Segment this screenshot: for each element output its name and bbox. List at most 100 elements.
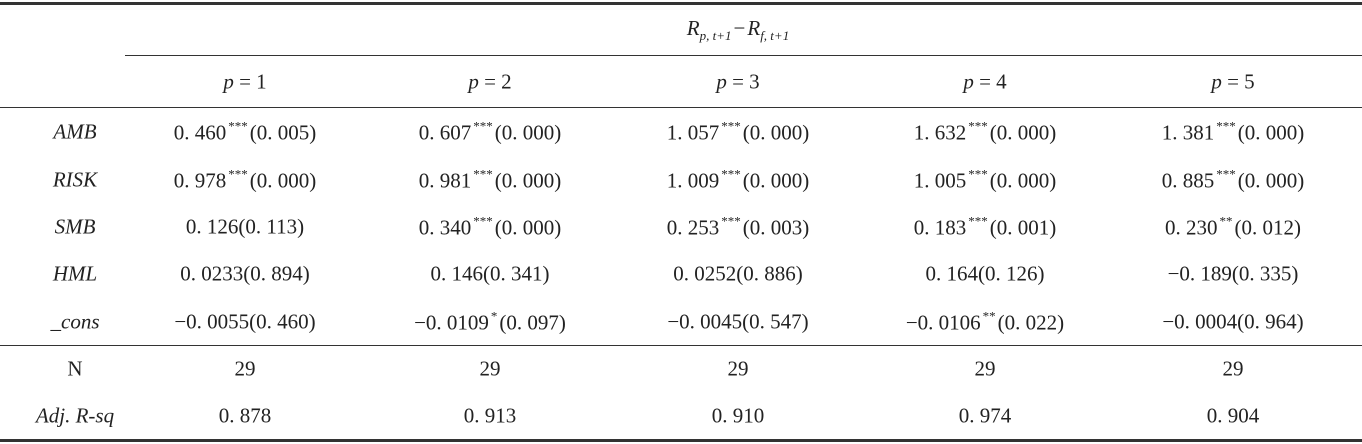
p-value: (0. 886)	[736, 261, 803, 286]
coefficient: 1. 057	[666, 120, 720, 145]
row-label: HML	[52, 261, 98, 286]
cell: −0. 0109 *(0. 097)	[414, 309, 566, 336]
operator: −	[733, 16, 746, 40]
cell: −0. 0106 **(0. 022)	[906, 309, 1064, 336]
significance: **	[982, 308, 996, 324]
bottom-rule	[0, 439, 1362, 442]
stat-value: 29	[974, 356, 996, 381]
coefficient: 1. 381	[1161, 120, 1215, 145]
cell: 1. 005 ***(0. 000)	[914, 167, 1057, 194]
cell: 0. 146(0. 341)	[431, 262, 550, 287]
coefficient: −0. 189	[1167, 261, 1232, 286]
p-value: (0. 000)	[494, 168, 562, 193]
significance: ***	[228, 166, 248, 182]
dependent-variable: Rp, t+1−Rf, t+1	[687, 16, 789, 44]
coefficient: −0. 0106	[905, 310, 981, 335]
coefficient: −0. 0109	[414, 310, 489, 335]
significance: ***	[968, 118, 988, 134]
cell: −0. 0045(0. 547)	[667, 310, 808, 335]
column-rule	[0, 107, 1362, 108]
header-rule	[125, 55, 1362, 56]
coefficient: 0. 230	[1165, 215, 1218, 240]
stat-value: 0. 913	[463, 403, 517, 428]
column-label: = 1	[239, 69, 267, 94]
coefficient: 0. 981	[418, 168, 472, 193]
cell: 1. 632 ***(0. 000)	[914, 119, 1057, 146]
significance: ***	[1216, 118, 1236, 134]
stat-value: 0. 910	[711, 403, 765, 428]
significance: ***	[721, 213, 741, 229]
coefficient: 0. 0252	[673, 261, 737, 286]
p-value: (0. 022)	[997, 310, 1065, 335]
column-symbol: p	[1211, 69, 1222, 94]
cell: 0. 607 ***(0. 000)	[419, 119, 562, 146]
stat-value: 29	[727, 356, 749, 381]
p-value: (0. 126)	[978, 261, 1045, 286]
cell: 0. 164(0. 126)	[926, 262, 1045, 287]
coefficient: 1. 009	[666, 168, 720, 193]
cell: 1. 057 ***(0. 000)	[667, 119, 810, 146]
cell: −0. 0004(0. 964)	[1162, 310, 1303, 335]
column-label: = 5	[1227, 69, 1255, 94]
coefficient: 0. 340	[418, 215, 472, 240]
cell: 0. 183 ***(0. 001)	[914, 214, 1057, 241]
p-value: (0. 000)	[1237, 120, 1305, 145]
coefficient: 0. 164	[925, 261, 979, 286]
coefficient: 0. 978	[173, 168, 227, 193]
significance: ***	[228, 118, 248, 134]
column-header: p = 5	[1211, 70, 1254, 95]
cell: −0. 189(0. 335)	[1168, 262, 1299, 287]
p-value: (0. 001)	[989, 215, 1057, 240]
p-value: (0. 000)	[494, 120, 562, 145]
column-header: p = 3	[716, 70, 759, 95]
p-value: (0. 000)	[249, 168, 317, 193]
significance: ***	[721, 118, 741, 134]
p-value: (0. 000)	[742, 120, 810, 145]
cell: 0. 0233(0. 894)	[180, 262, 310, 287]
p-value: (0. 547)	[742, 309, 809, 334]
coefficient: −0. 0004	[1162, 309, 1238, 334]
column-symbol: p	[963, 69, 974, 94]
significance: ***	[968, 213, 988, 229]
coefficient: 0. 183	[913, 215, 967, 240]
cell: 0. 981 ***(0. 000)	[419, 167, 562, 194]
coefficient: 0. 253	[666, 215, 720, 240]
significance: ***	[473, 213, 493, 229]
p-value: (0. 000)	[1237, 168, 1305, 193]
p-value: (0. 097)	[499, 310, 566, 335]
p-value: (0. 012)	[1234, 215, 1302, 240]
cell: 0. 126(0. 113)	[186, 215, 304, 240]
significance: ***	[473, 118, 493, 134]
p-value: (0. 003)	[742, 215, 810, 240]
p-value: (0. 964)	[1237, 309, 1304, 334]
coefficient: 0. 126	[185, 214, 239, 239]
p-value: (0. 341)	[483, 261, 550, 286]
p-value: (0. 000)	[989, 120, 1057, 145]
p-value: (0. 460)	[249, 309, 316, 334]
cell: 1. 009 ***(0. 000)	[667, 167, 810, 194]
column-header: p = 2	[468, 70, 511, 95]
p-value: (0. 005)	[249, 120, 317, 145]
coefficient: 0. 0233	[180, 261, 244, 286]
stat-label: N	[67, 356, 83, 381]
coefficient: −0. 0055	[174, 309, 250, 334]
stat-value: 0. 878	[218, 403, 272, 428]
p-value: (0. 000)	[989, 168, 1057, 193]
cell: 0. 253 ***(0. 003)	[667, 214, 810, 241]
cell: 0. 885 ***(0. 000)	[1162, 167, 1305, 194]
p-value: (0. 335)	[1231, 261, 1299, 286]
row-label: SMB	[54, 214, 96, 239]
top-rule	[0, 2, 1362, 5]
p-value: (0. 894)	[243, 261, 310, 286]
column-label: = 4	[979, 69, 1007, 94]
column-header: p = 4	[963, 70, 1006, 95]
coefficient: 0. 885	[1161, 168, 1215, 193]
significance: ***	[1216, 166, 1236, 182]
cell: 1. 381 ***(0. 000)	[1162, 119, 1305, 146]
significance: *	[490, 308, 498, 324]
subscript: f, t+1	[760, 28, 790, 43]
column-header: p = 1	[223, 70, 266, 95]
cell: 0. 340 ***(0. 000)	[419, 214, 562, 241]
stat-value: 0. 904	[1206, 403, 1260, 428]
column-label: = 3	[732, 69, 760, 94]
